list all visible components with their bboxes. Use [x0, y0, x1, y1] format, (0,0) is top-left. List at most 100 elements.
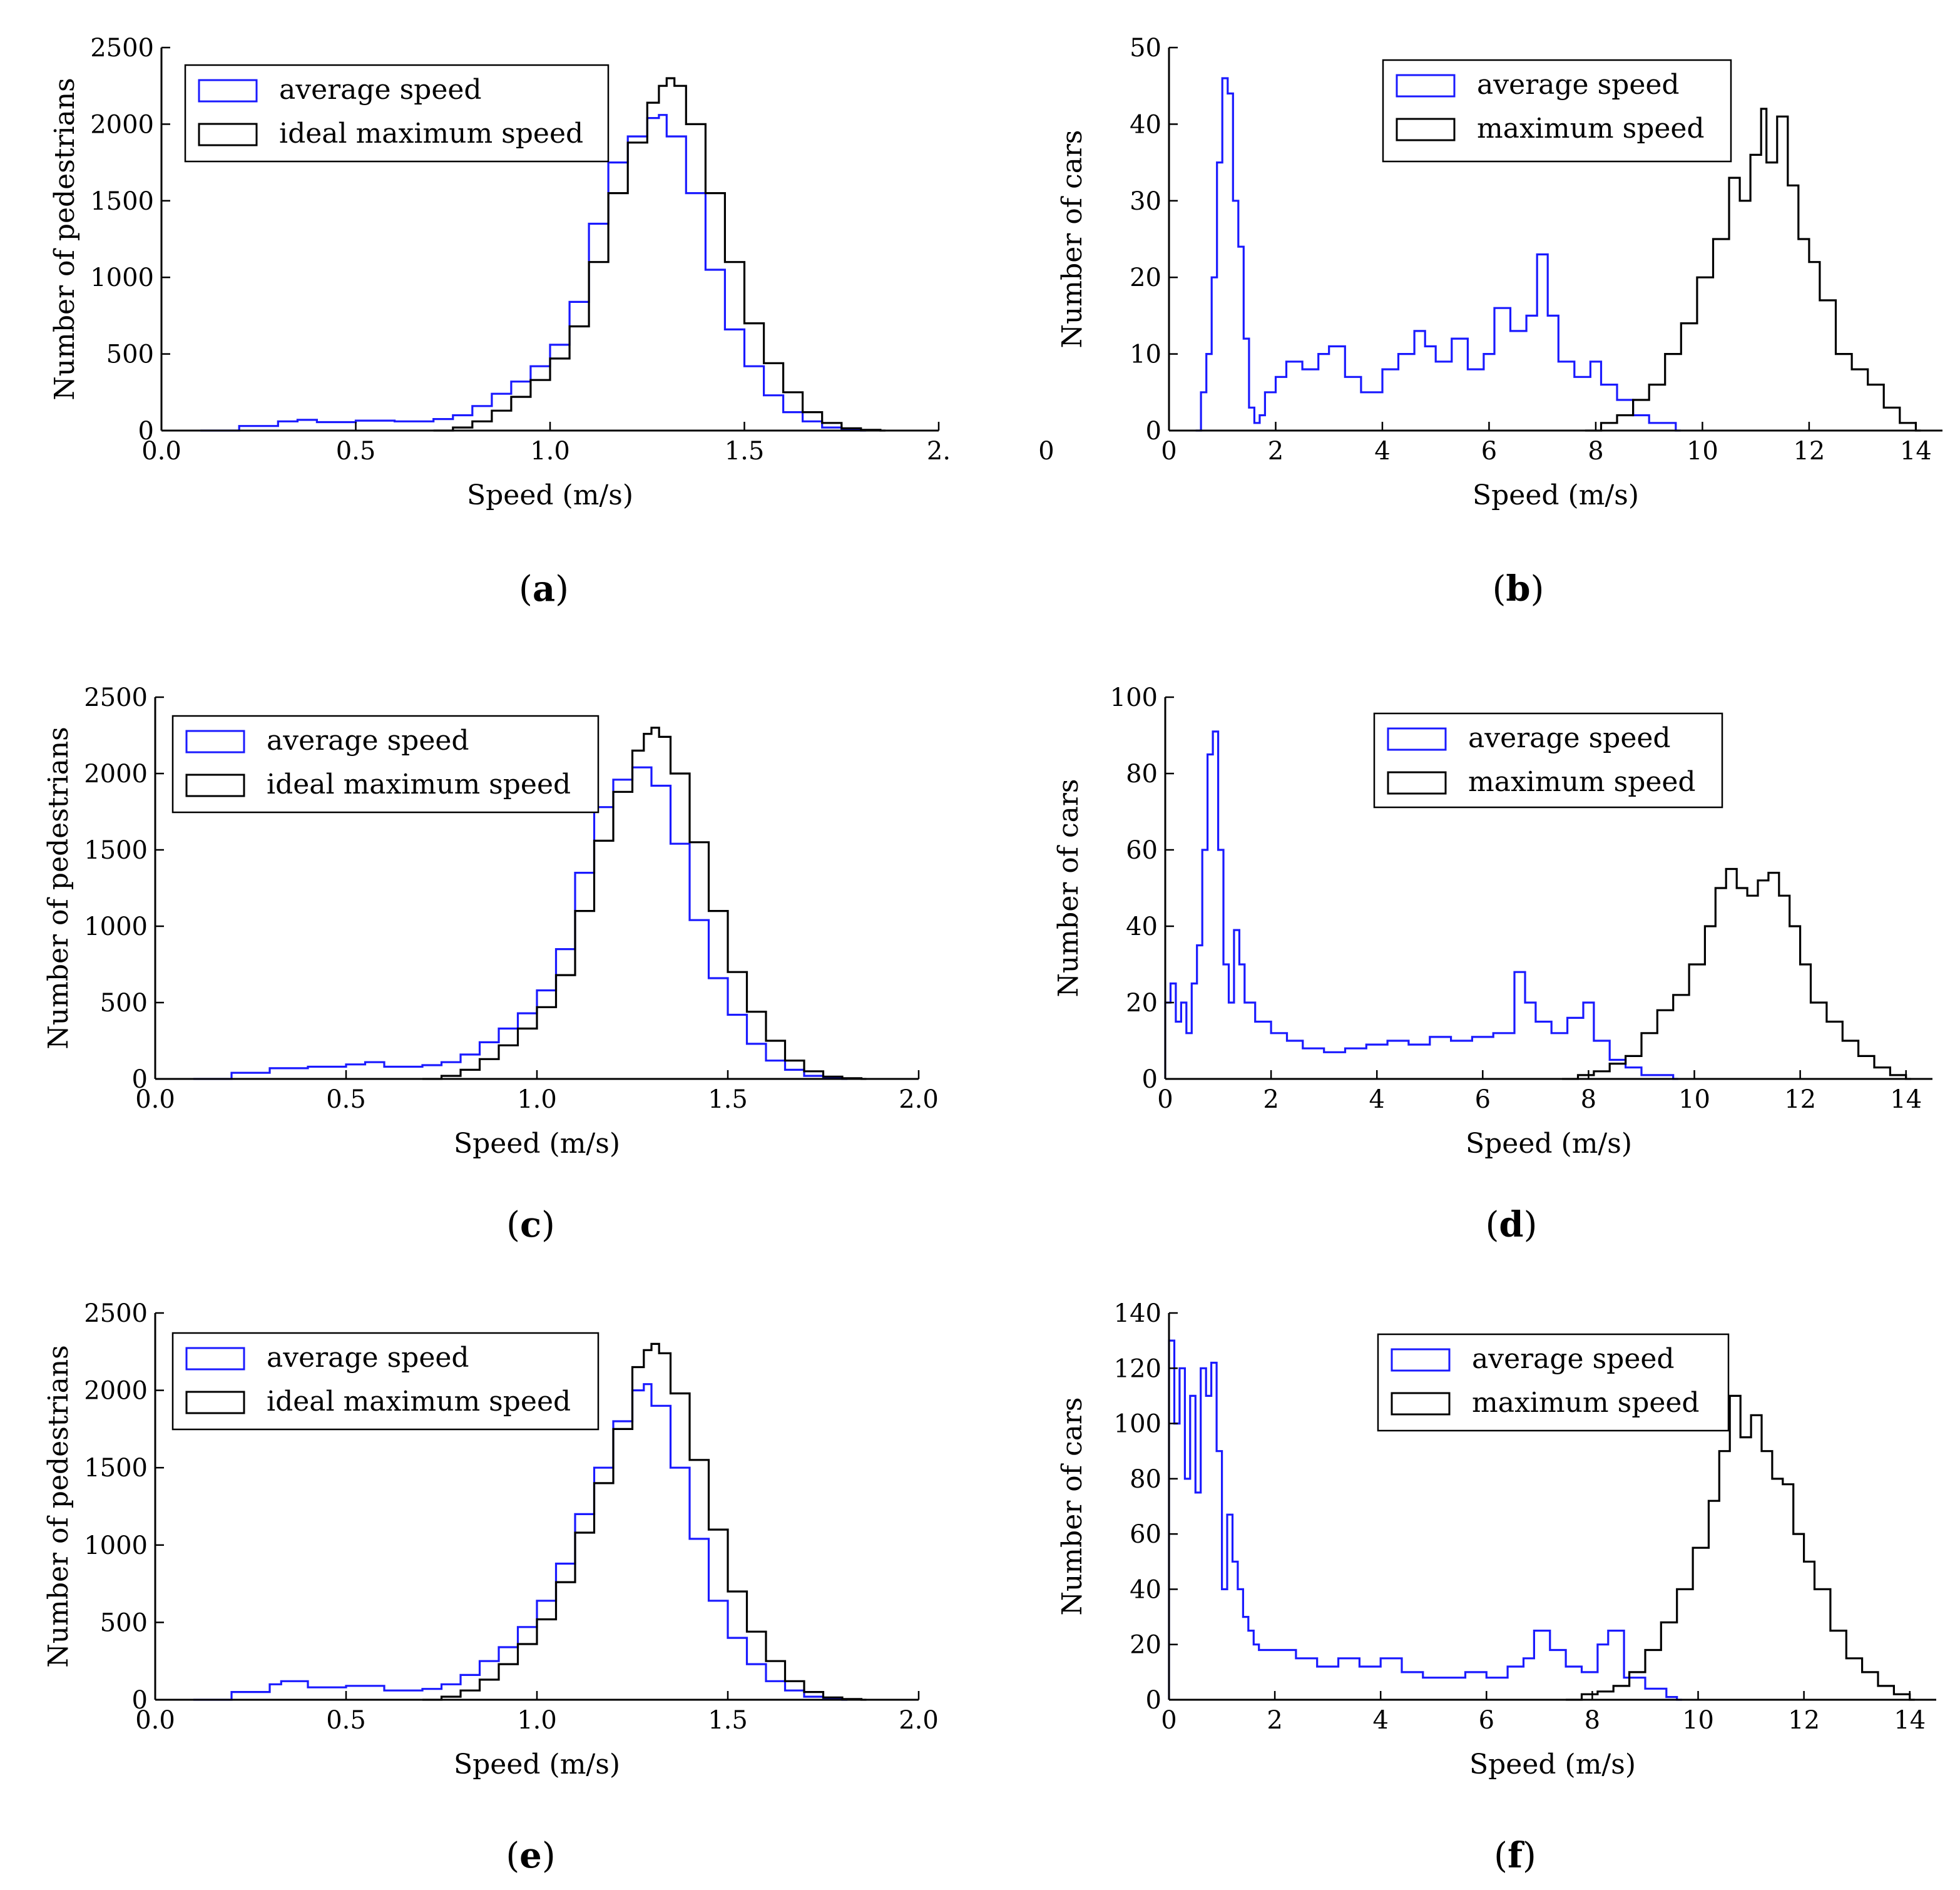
y-tick-label: 20: [1130, 1631, 1161, 1660]
x-tick-label: 1.5: [708, 1085, 748, 1114]
y-tick-label: 2000: [84, 760, 148, 789]
y-tick-label: 1000: [84, 912, 148, 941]
series-line-average-speed: [193, 1383, 847, 1701]
legend-swatch: [1396, 118, 1456, 141]
x-tick-label: 1.0: [517, 1085, 557, 1114]
y-tick-label: 1500: [84, 1454, 148, 1483]
y-tick-label: 0: [1142, 1065, 1158, 1094]
x-tick-label: 8: [1588, 437, 1603, 466]
x-tick-label: 0: [1161, 1706, 1177, 1735]
legend-entry: maximum speed: [1472, 1387, 1700, 1419]
x-axis-label: Speed (m/s): [454, 1749, 620, 1780]
panel-label: (d): [1486, 1204, 1538, 1245]
x-tick-label: 0: [1157, 1085, 1173, 1114]
x-tick-label: 10: [1687, 437, 1718, 466]
x-tick-label: 2: [1267, 1706, 1282, 1735]
legend-swatch: [198, 79, 258, 103]
chart-panel-c: 0.0 0.5 1.0 1.5 2.0 0 500 1000 1500 2000 2500 Speed…: [43, 683, 939, 1245]
x-tick-label: 2.: [927, 437, 951, 466]
legend-frame: [1382, 59, 1732, 163]
y-tick-label: 10: [1130, 340, 1161, 369]
x-tick-label: 0.5: [336, 437, 376, 466]
series-line-maximum-speed: [1585, 108, 1921, 432]
legend: average speed ideal maximum speed: [184, 64, 610, 163]
legend-entry: maximum speed: [1477, 113, 1705, 145]
x-tick-label: 0.5: [326, 1085, 366, 1114]
y-tick-label: 1500: [90, 187, 154, 216]
panel-label: (e): [506, 1835, 555, 1876]
legend: average speed maximum speed: [1377, 1333, 1730, 1432]
y-tick-label: 2500: [84, 683, 148, 712]
x-tick-label: 14: [1900, 437, 1932, 466]
y-tick-label: 500: [100, 1608, 148, 1637]
x-tick-label: 14: [1890, 1085, 1922, 1114]
legend-entry: ideal maximum speed: [267, 769, 571, 800]
y-tick-label: 1000: [84, 1531, 148, 1560]
y-tick-label: 40: [1130, 110, 1161, 139]
legend-swatch: [185, 1347, 245, 1371]
x-tick-label: 8: [1581, 1085, 1596, 1114]
series-line-ideal-maximum-speed: [422, 1342, 867, 1701]
x-axis-label: Speed (m/s): [454, 1128, 620, 1160]
legend: average speed maximum speed: [1373, 712, 1723, 809]
legend: average speed ideal maximum speed: [171, 1332, 600, 1431]
legend-entry: average speed: [1472, 1343, 1675, 1375]
y-axis-label: Number of pedestrians: [43, 727, 74, 1049]
x-tick-label: 0.0: [135, 1706, 175, 1735]
x-tick-label: 12: [1788, 1706, 1820, 1735]
y-tick-label: 60: [1130, 1520, 1161, 1549]
y-axis-label: Number of pedestrians: [49, 78, 81, 400]
x-axis-label: Speed (m/s): [1473, 479, 1639, 511]
y-tick-label: 0: [132, 1686, 148, 1715]
x-tick-label: 6: [1481, 437, 1497, 466]
y-tick-label: 0: [132, 1065, 148, 1094]
y-tick-label: 2000: [90, 110, 154, 139]
y-tick-label: 20: [1130, 263, 1161, 292]
legend-swatch: [185, 1391, 245, 1414]
x-tick-label: 6: [1479, 1706, 1494, 1735]
x-tick-label: 4: [1374, 437, 1390, 466]
y-axis-label: Number of pedestrians: [43, 1345, 74, 1667]
chart-panel-b: 0 2 4 6 8 10 12 14 0 10 20 30 40 50 0 Speed (m/s) Number…: [1038, 34, 1942, 610]
stray-tick-label: 0: [1038, 437, 1054, 466]
legend-swatch: [1391, 1392, 1451, 1416]
y-tick-label: 1500: [84, 836, 148, 865]
series-line-average-speed: [193, 766, 847, 1080]
x-axis-label: Speed (m/s): [1466, 1128, 1632, 1160]
legend-entry: maximum speed: [1468, 766, 1696, 798]
chart-panel-e: 0.0 0.5 1.0 1.5 2.0 0 500 1000 1500 2000 2500 Speed…: [43, 1299, 939, 1876]
x-tick-label: 8: [1585, 1706, 1600, 1735]
legend-entry: average speed: [1468, 722, 1671, 754]
x-tick-label: 2.0: [899, 1085, 939, 1114]
legend-swatch: [1396, 74, 1456, 98]
legend: average speed maximum speed: [1382, 59, 1732, 163]
x-tick-label: 0: [1161, 437, 1177, 466]
y-tick-label: 500: [100, 989, 148, 1018]
x-tick-label: 1.0: [517, 1706, 557, 1735]
x-tick-label: 1.0: [530, 437, 570, 466]
y-tick-label: 0: [138, 417, 154, 446]
x-tick-label: 0.0: [141, 437, 181, 466]
series-line-maximum-speed: [1566, 1394, 1915, 1701]
y-tick-label: 1000: [90, 263, 154, 292]
y-tick-label: 40: [1130, 1575, 1161, 1604]
legend-entry: average speed: [279, 74, 482, 106]
panel-label: (f): [1494, 1835, 1536, 1876]
x-tick-label: 12: [1793, 437, 1825, 466]
y-tick-label: 80: [1130, 1465, 1161, 1494]
y-tick-label: 50: [1130, 34, 1161, 63]
y-tick-label: 80: [1126, 760, 1158, 789]
x-tick-label: 0.0: [135, 1085, 175, 1114]
y-tick-label: 100: [1114, 1410, 1161, 1439]
series-line-ideal-maximum-speed: [422, 727, 867, 1080]
panel-label: (a): [519, 568, 569, 610]
panel-label: (b): [1493, 568, 1544, 610]
panel-label: (c): [506, 1204, 555, 1245]
legend-entry: average speed: [1477, 69, 1680, 101]
legend-swatch: [1387, 727, 1447, 751]
legend-swatch: [1391, 1348, 1451, 1372]
legend-entry: average speed: [267, 1342, 469, 1374]
x-tick-label: 1.5: [725, 437, 765, 466]
x-tick-label: 0.5: [326, 1706, 366, 1735]
